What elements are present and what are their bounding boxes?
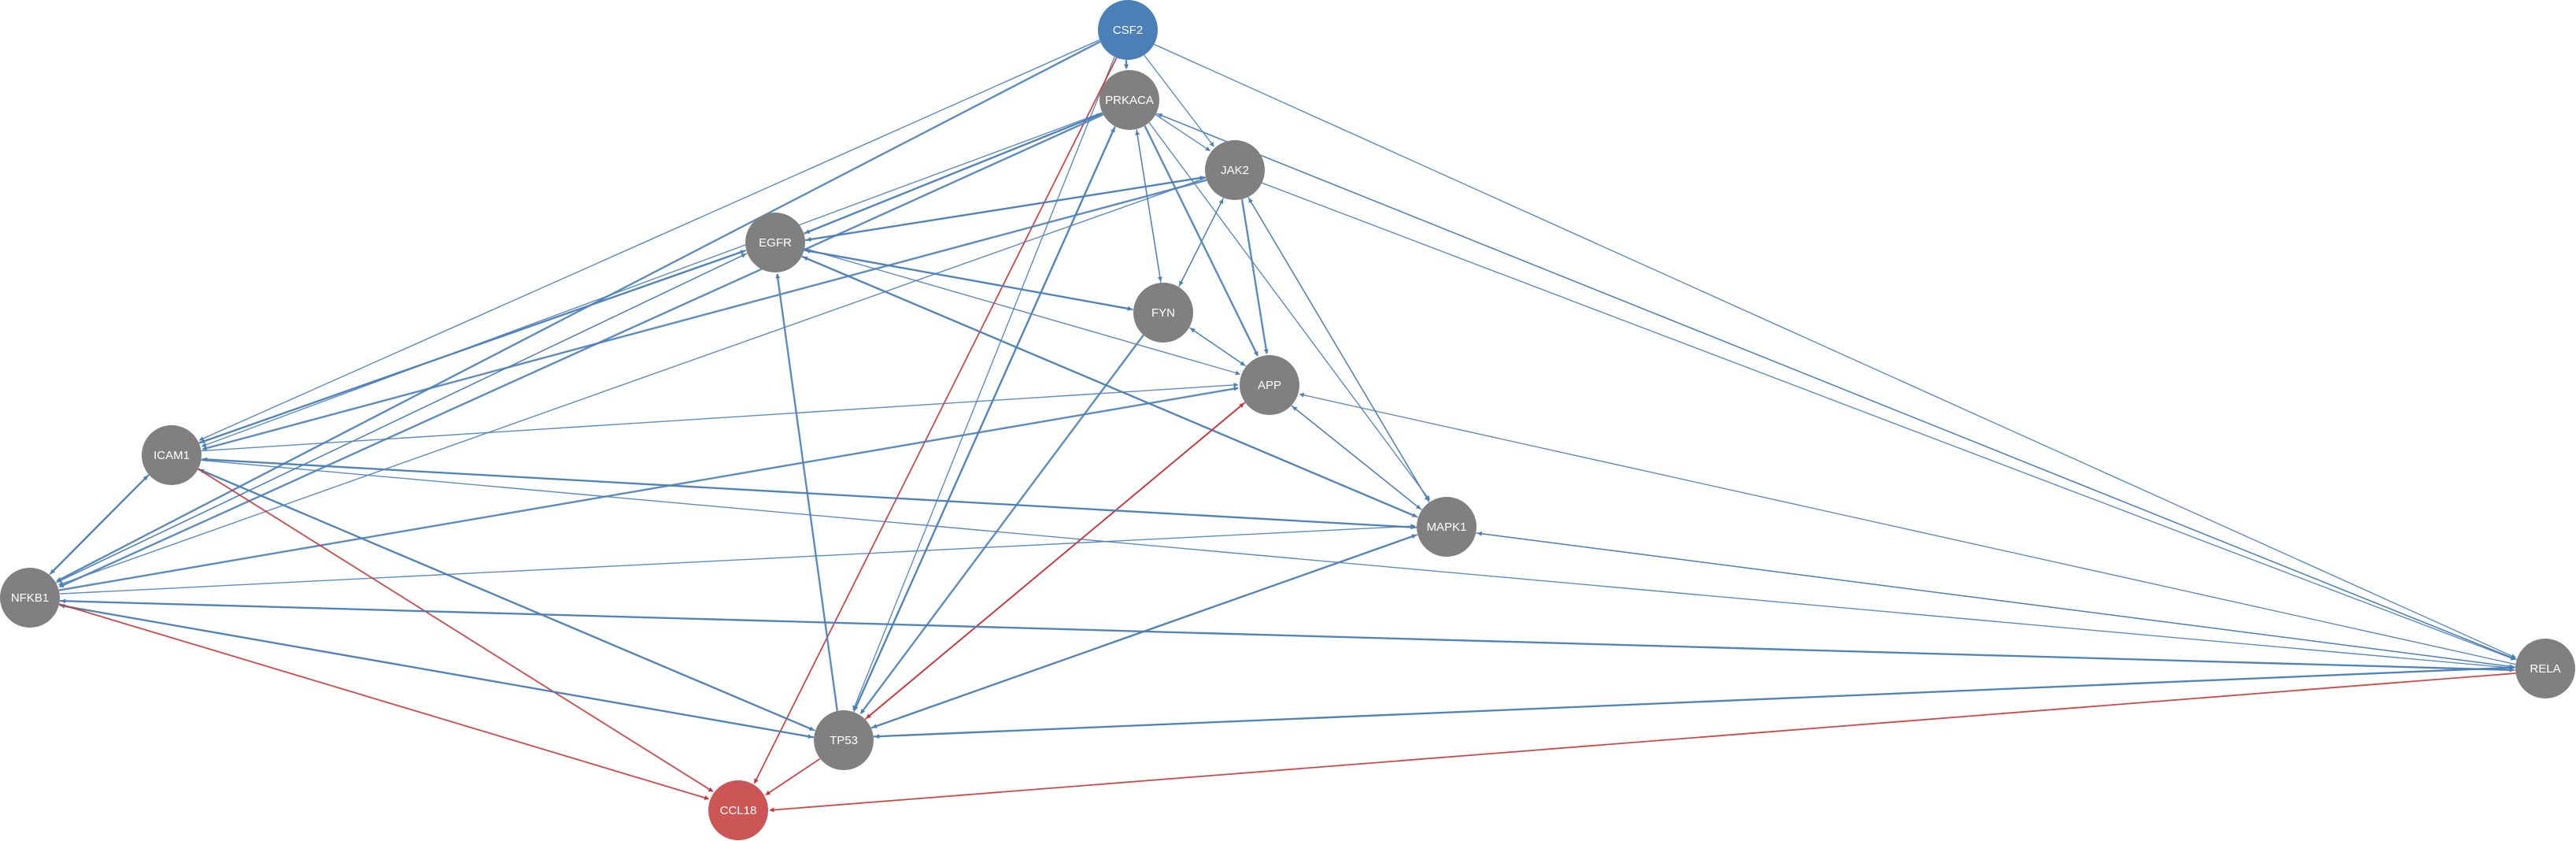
node-label: JAK2 [1221,164,1249,177]
node-circle[interactable] [1205,140,1265,200]
edge-fyn-to-jak2 [1178,198,1224,287]
node-mapk1[interactable]: MAPK1 [1417,497,1476,557]
edge-csf2-to-tp53 [852,56,1115,711]
edge-app-to-fyn [1190,328,1247,367]
node-fyn[interactable]: FYN [1133,283,1193,343]
node-circle[interactable] [0,568,60,628]
edge-jak2-to-app [1240,198,1269,354]
node-nfkb1[interactable]: NFKB1 [0,568,60,628]
node-label: ICAM1 [153,449,190,462]
node-label: MAPK1 [1427,521,1467,534]
edge-nfkb1-to-mapk1 [59,524,1416,595]
node-ccl18[interactable]: CCL18 [708,780,768,840]
edge-nfkb1-to-app [58,386,1239,591]
node-circle[interactable] [1240,355,1299,415]
node-circle[interactable] [142,425,201,485]
node-circle[interactable] [1100,70,1159,130]
edge-mapk1-to-jak2 [1248,198,1430,503]
edge-tp53-to-ccl18 [765,758,821,796]
node-rela[interactable]: RELA [2515,639,2575,698]
node-circle[interactable] [814,710,874,770]
node-label: CCL18 [720,804,757,817]
edge-rela-to-nfkb1 [61,598,2515,671]
edge-nfkb1-to-egfr [55,253,747,584]
node-label: APP [1258,379,1281,392]
edge-csf2-to-nfkb1 [56,40,1101,583]
edge-icam1-to-egfr [198,250,745,444]
node-label: TP53 [830,734,858,747]
node-tp53[interactable]: TP53 [814,710,874,770]
edge-csf2-to-rela [1154,43,2516,658]
node-prkaca[interactable]: PRKACA [1100,70,1159,130]
node-circle[interactable] [2515,639,2575,698]
edge-tp53-to-icam1 [199,469,816,732]
edge-mapk1-to-app [1292,406,1422,511]
node-label: CSF2 [1113,24,1143,37]
edge-rela-to-prkaca [1157,113,2517,661]
edge-jak2-to-nfkb1 [58,177,1207,586]
edge-csf2-to-ccl18 [753,57,1118,784]
edge-icam1-to-ccl18 [198,468,714,792]
node-icam1[interactable]: ICAM1 [142,425,201,485]
edge-rela-to-mapk1 [1476,531,2515,668]
node-label: FYN [1151,306,1175,320]
edge-jak2-to-icam1 [201,179,1207,451]
edge-egfr-to-prkaca [803,113,1102,235]
node-label: PRKACA [1105,94,1154,107]
edge-prkaca-to-jak2 [1155,113,1210,151]
node-circle[interactable] [745,213,805,272]
node-egfr[interactable]: EGFR [745,213,805,272]
edge-mapk1-to-egfr [803,256,1419,518]
edge-prkaca-to-nfkb1 [59,113,1104,588]
edge-tp53-to-rela [873,665,2515,738]
edge-nfkb1-to-icam1 [49,475,149,576]
node-label: NFKB1 [11,591,49,605]
edge-tp53-to-nfkb1 [60,603,815,739]
edge-csf2-to-icam1 [198,39,1100,441]
edge-prkaca-to-icam1 [201,112,1103,447]
edge-nfkb1-to-ccl18 [59,603,710,800]
edge-fyn-to-tp53 [859,334,1144,714]
node-circle[interactable] [1417,497,1476,557]
edge-egfr-to-app [804,247,1240,376]
node-jak2[interactable]: JAK2 [1205,140,1265,200]
node-circle[interactable] [1098,0,1158,60]
edge-egfr-to-jak2 [804,176,1205,242]
node-label: RELA [2530,662,2560,676]
node-circle[interactable] [708,780,768,840]
edge-fyn-to-egfr [805,249,1134,310]
edge-prkaca-to-mapk1 [1148,122,1431,501]
node-circle[interactable] [1133,283,1193,343]
edge-icam1-to-rela [201,459,2515,670]
edge-tp53-to-prkaca [853,127,1115,713]
edge-rela-to-ccl18 [769,672,2516,813]
edge-layer [49,39,2517,813]
edge-rela-to-app [1299,392,2516,665]
edge-jak2-to-rela [1262,182,2516,661]
edge-prkaca-to-app [1144,125,1259,357]
edge-tp53-to-app [864,402,1244,721]
node-app[interactable]: APP [1240,355,1299,415]
node-csf2[interactable]: CSF2 [1098,0,1158,60]
node-label: EGFR [759,236,792,250]
edge-fyn-to-prkaca [1135,130,1162,283]
edge-icam1-to-app [201,382,1239,452]
edge-mapk1-to-icam1 [202,457,1417,529]
